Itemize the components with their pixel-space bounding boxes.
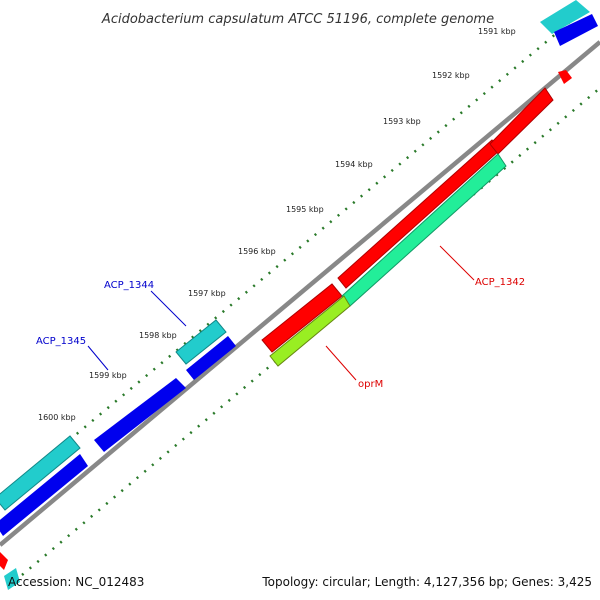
gene-cyan-bottomleft[interactable] xyxy=(4,568,20,590)
leader-line-oprm xyxy=(325,345,357,381)
tick-label: 1593 kbp xyxy=(383,117,421,126)
tick-label: 1596 kbp xyxy=(238,247,276,256)
gene-group-bottomleft xyxy=(0,552,20,590)
map-title: Acidobacterium capsulatum ATCC 51196, co… xyxy=(101,12,494,27)
label-oprm[interactable]: oprM xyxy=(358,379,383,390)
gene-red-small[interactable] xyxy=(558,70,572,84)
gene-acp1345-bar[interactable] xyxy=(0,435,81,511)
tick-label: 1591 kbp xyxy=(478,27,516,36)
tick-label: 1597 kbp xyxy=(188,289,226,298)
gene-oprm-bar[interactable] xyxy=(269,295,351,367)
genome-backbone xyxy=(0,40,600,547)
tick-label: 1598 kbp xyxy=(139,331,177,340)
gene-group-topright xyxy=(540,0,598,46)
outer-tick-track xyxy=(0,21,571,499)
tick-label: 1594 kbp xyxy=(335,160,373,169)
summary-text: Topology: circular; Length: 4,127,356 bp… xyxy=(261,575,592,589)
gene-acp1344-bar[interactable] xyxy=(175,319,227,365)
gene-group-left xyxy=(0,319,236,536)
accession-text: Accession: NC_012483 xyxy=(8,575,144,589)
gene-cyan-topright[interactable] xyxy=(540,0,590,34)
tick-label: 1592 kbp xyxy=(432,71,470,80)
gene-red-bottomleft[interactable] xyxy=(0,552,8,570)
gene-blue-topright[interactable] xyxy=(554,14,598,46)
tick-label: 1599 kbp xyxy=(89,371,127,380)
label-acp1342[interactable]: ACP_1342 xyxy=(475,277,525,288)
leader-line-acp1345 xyxy=(87,345,109,371)
tick-label: 1595 kbp xyxy=(286,205,324,214)
leader-line-acp1342 xyxy=(439,245,475,281)
gene-labels: ACP_1344 ACP_1345 ACP_1342 oprM xyxy=(36,245,525,390)
label-acp1344[interactable]: ACP_1344 xyxy=(104,280,154,291)
gene-blue-short[interactable] xyxy=(186,336,236,380)
gene-red-top[interactable] xyxy=(489,87,554,155)
tick-labels: 1591 kbp 1592 kbp 1593 kbp 1594 kbp 1595… xyxy=(38,27,516,422)
leader-line-acp1344 xyxy=(150,290,187,327)
gene-blue-mid[interactable] xyxy=(94,378,186,452)
gene-blue-left[interactable] xyxy=(0,454,88,536)
label-acp1345[interactable]: ACP_1345 xyxy=(36,336,86,347)
gene-group-right xyxy=(261,70,572,367)
tick-label: 1600 kbp xyxy=(38,413,76,422)
